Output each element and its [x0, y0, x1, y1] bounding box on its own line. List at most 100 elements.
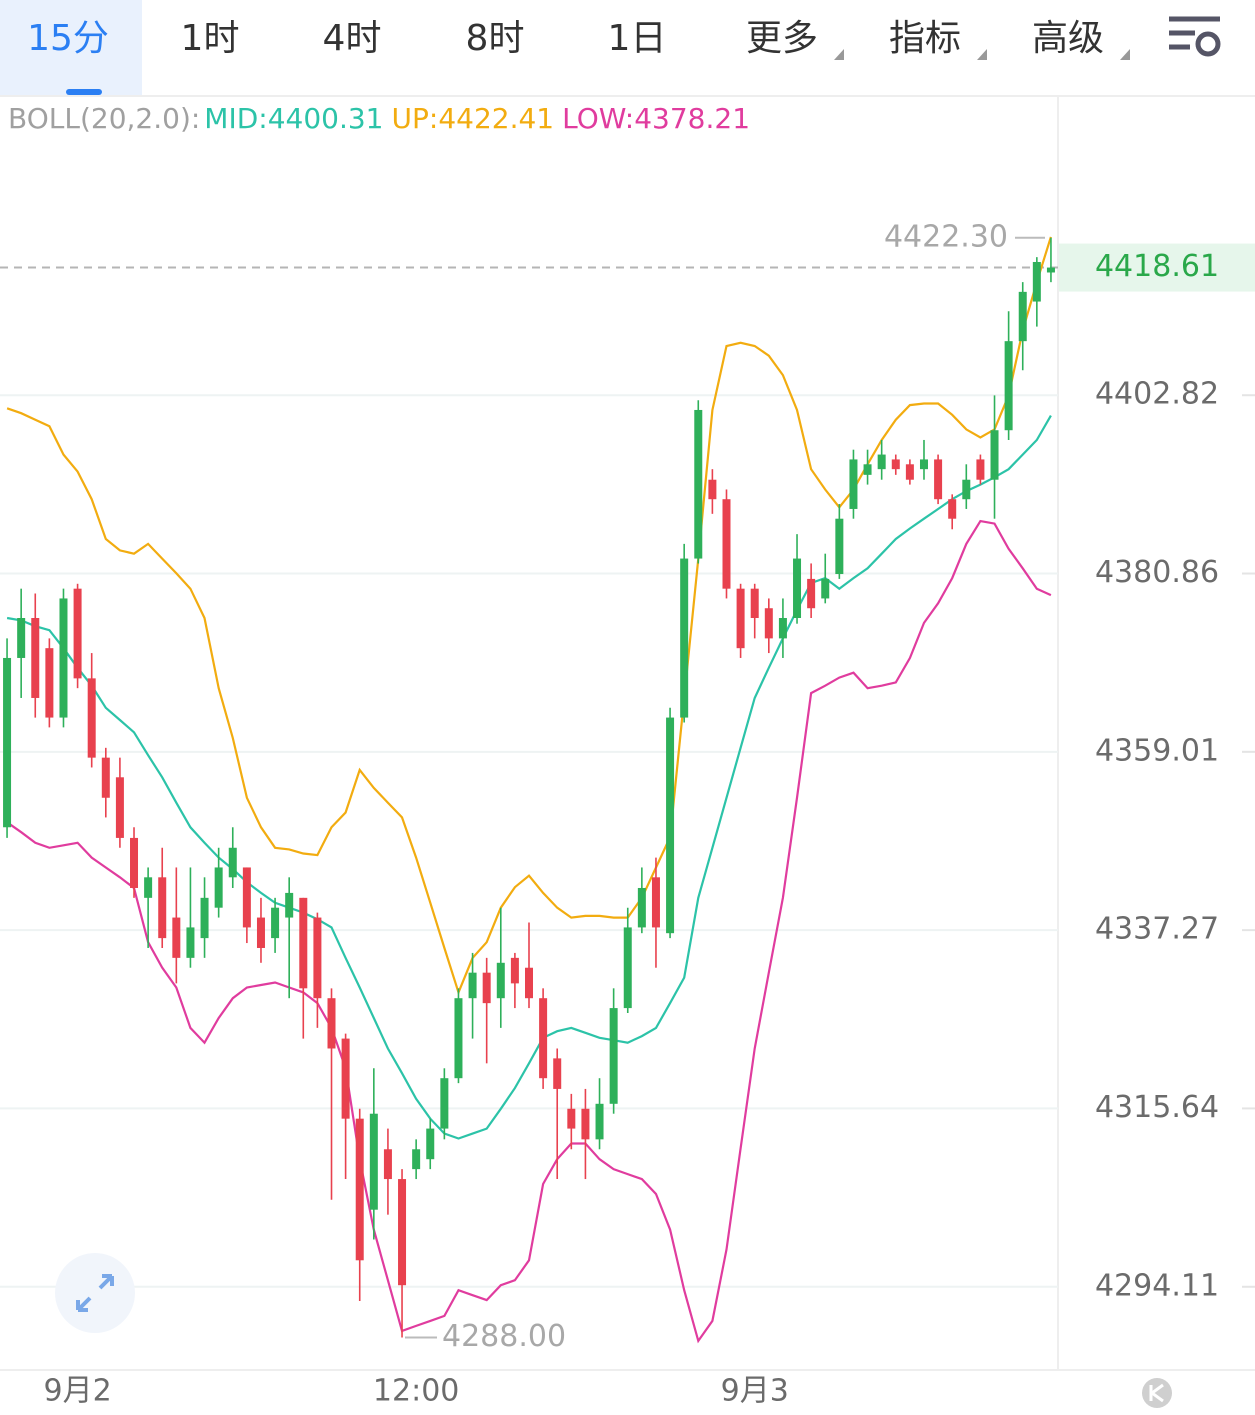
- candle-body: [327, 998, 336, 1049]
- candle-body: [45, 648, 54, 718]
- candle-body: [736, 588, 745, 649]
- dropdown-arrow: [977, 49, 987, 60]
- candle-body: [496, 962, 505, 999]
- candle-body: [877, 454, 886, 470]
- candle-body: [1004, 341, 1013, 431]
- active-tab-bg: [0, 0, 142, 95]
- candle-body: [793, 558, 802, 619]
- candle-body: [750, 588, 759, 619]
- y-tick-label: 4359.01: [1095, 733, 1219, 768]
- candle-body: [468, 972, 477, 999]
- tab[interactable]: 高级: [1032, 18, 1104, 59]
- legend-entry: MID:4400.31: [204, 102, 383, 135]
- last-price-label: 4418.61: [1095, 249, 1219, 284]
- settings-icon[interactable]: [1169, 16, 1221, 57]
- tab[interactable]: 8时: [466, 18, 525, 59]
- candle-body: [158, 877, 167, 939]
- candle-body: [609, 1008, 618, 1104]
- candle-body: [144, 877, 153, 898]
- candle-body: [130, 837, 139, 888]
- candle-body: [228, 847, 237, 878]
- candle-body: [1046, 267, 1055, 273]
- x-tick-label: 12:00: [373, 1374, 459, 1409]
- plot: 4402.82 4380.86 4359.01 4337.27 4315.64 4294.…: [0, 219, 1255, 1409]
- y-tick-label: 4337.27: [1095, 912, 1219, 947]
- candle-body: [525, 967, 533, 999]
- candle-body: [553, 1058, 562, 1089]
- candle-body: [271, 907, 280, 939]
- candle-body: [694, 409, 703, 559]
- annotation-label: 4288.00: [442, 1319, 566, 1354]
- candle-body: [454, 998, 463, 1079]
- candle-body: [440, 1078, 449, 1129]
- candle-body: [510, 957, 519, 984]
- candle-body: [242, 867, 251, 928]
- y-tick-label: 4315.64: [1095, 1090, 1219, 1125]
- candle-body: [567, 1108, 576, 1129]
- dropdown-arrow: [834, 49, 844, 60]
- candle-body: [948, 499, 957, 519]
- tab[interactable]: 1日: [608, 18, 667, 59]
- candle-body: [891, 459, 900, 470]
- candle-body: [919, 459, 928, 470]
- candle-body: [31, 618, 40, 698]
- candle-body: [637, 887, 646, 928]
- tab[interactable]: 4时: [323, 18, 382, 59]
- candle-body: [651, 877, 660, 928]
- candle-body: [214, 867, 223, 908]
- tab[interactable]: 更多: [746, 18, 818, 59]
- candle-body: [821, 578, 830, 599]
- candle-body: [59, 598, 68, 718]
- indicator-legend: BOLL(20,2.0): MID:4400.31 UP:4422.41 LOW:43…: [8, 102, 750, 135]
- candle-body: [3, 657, 12, 828]
- candle-body: [1018, 291, 1027, 342]
- candle-body: [482, 972, 491, 1004]
- tab[interactable]: 1时: [181, 18, 240, 59]
- active-tab-indicator: [66, 89, 102, 95]
- legend-entry: LOW:4378.21: [562, 102, 750, 135]
- candle-body: [581, 1108, 590, 1140]
- candle-body: [962, 479, 971, 500]
- candle-body: [778, 618, 787, 639]
- candle-body: [680, 558, 689, 718]
- candle-body: [73, 588, 82, 679]
- tab[interactable]: 指标: [889, 18, 961, 59]
- candle-body: [1032, 261, 1041, 302]
- tab[interactable]: 15分: [27, 18, 109, 59]
- candle-body: [87, 678, 96, 758]
- candle-body: [666, 717, 675, 934]
- boll-line: [6, 236, 1052, 996]
- candle-body: [595, 1103, 604, 1140]
- candle-body: [863, 464, 872, 475]
- candle-body: [299, 897, 308, 989]
- legend-entry: UP:4422.41: [392, 102, 555, 135]
- candle-body: [905, 464, 914, 480]
- kline-button[interactable]: [1142, 1378, 1172, 1408]
- candle-body: [623, 927, 632, 1009]
- y-tick-label: 4380.86: [1095, 555, 1219, 590]
- boll-line: [6, 415, 1052, 1140]
- candle-body: [341, 1038, 350, 1119]
- candle-body: [990, 430, 999, 480]
- candle-body: [976, 459, 985, 480]
- candle-body: [835, 518, 844, 575]
- candle-body: [383, 1149, 392, 1180]
- indicator-name: BOLL(20,2.0):: [8, 102, 200, 135]
- candle-body: [17, 618, 26, 658]
- candle-body: [369, 1113, 378, 1210]
- x-tick-label: 9月2: [43, 1374, 111, 1409]
- candle-body: [101, 757, 110, 798]
- candle-body: [539, 998, 548, 1079]
- candle-body: [412, 1149, 421, 1170]
- expand-button[interactable]: [55, 1253, 135, 1333]
- candle-body: [708, 479, 717, 500]
- y-tick-label: 4294.11: [1095, 1268, 1219, 1303]
- candle-body: [849, 459, 858, 509]
- dropdown-arrow: [1120, 49, 1130, 60]
- y-tick-label: 4402.82: [1095, 377, 1219, 412]
- candle-body: [722, 499, 731, 589]
- candle-body: [764, 608, 773, 639]
- candle-body: [186, 927, 195, 958]
- candle-body: [398, 1179, 407, 1286]
